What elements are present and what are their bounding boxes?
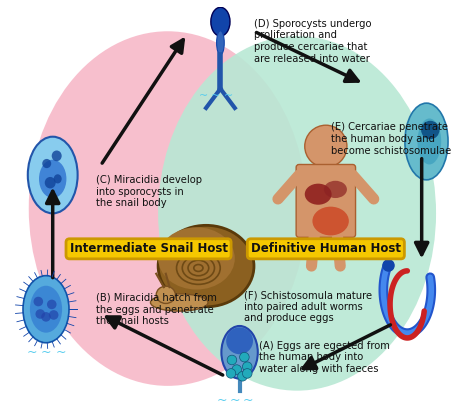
Text: (F) Schistosomula mature
into paired adult worms
and produce eggs: (F) Schistosomula mature into paired adu… [245, 290, 373, 323]
Circle shape [227, 355, 237, 365]
Circle shape [49, 310, 58, 320]
Ellipse shape [211, 7, 230, 36]
Circle shape [36, 309, 45, 319]
Circle shape [34, 297, 43, 306]
Circle shape [232, 365, 242, 374]
Ellipse shape [324, 181, 347, 198]
Text: Intermediate Snail Host: Intermediate Snail Host [70, 242, 228, 255]
Text: ~: ~ [217, 394, 228, 407]
Text: (B) Miracidia hatch from
the eggs and penetrate
the snail hosts: (B) Miracidia hatch from the eggs and pe… [96, 293, 217, 326]
Ellipse shape [158, 36, 436, 391]
Ellipse shape [39, 160, 66, 198]
Ellipse shape [45, 177, 56, 188]
Circle shape [239, 352, 249, 362]
Circle shape [47, 300, 56, 309]
Ellipse shape [23, 276, 69, 343]
Text: ~: ~ [41, 346, 51, 359]
Circle shape [237, 371, 247, 381]
Ellipse shape [156, 286, 175, 303]
Circle shape [421, 121, 439, 139]
Ellipse shape [226, 327, 253, 354]
Ellipse shape [54, 174, 62, 183]
Text: ~: ~ [243, 394, 254, 407]
Ellipse shape [29, 31, 307, 386]
Text: ~: ~ [229, 394, 240, 407]
Ellipse shape [28, 137, 78, 213]
Circle shape [305, 125, 347, 167]
Circle shape [226, 369, 236, 378]
Text: (A) Eggs are egested from
the human body into
water along with faeces: (A) Eggs are egested from the human body… [259, 341, 390, 374]
Ellipse shape [418, 119, 441, 164]
Ellipse shape [150, 294, 208, 311]
FancyBboxPatch shape [296, 164, 356, 237]
Ellipse shape [305, 184, 332, 205]
Ellipse shape [405, 103, 448, 180]
Text: Definitive Human Host: Definitive Human Host [251, 242, 401, 255]
Ellipse shape [158, 225, 254, 307]
Text: (E) Cercariae penetrate
the human body and
become schistosomulae: (E) Cercariae penetrate the human body a… [331, 122, 451, 156]
Text: (C) Miracidia develop
into sporocysts in
the snail body: (C) Miracidia develop into sporocysts in… [96, 175, 202, 208]
Text: (D) Sporocysts undergo
proliferation and
produce cercariae that
are released int: (D) Sporocysts undergo proliferation and… [254, 19, 372, 63]
Text: ~: ~ [199, 91, 208, 101]
Circle shape [243, 369, 252, 378]
Text: ~: ~ [27, 346, 37, 359]
Ellipse shape [158, 227, 235, 290]
Ellipse shape [30, 286, 62, 333]
Text: ~: ~ [223, 91, 233, 101]
Ellipse shape [52, 151, 62, 161]
Ellipse shape [42, 159, 51, 168]
Ellipse shape [312, 207, 349, 235]
Ellipse shape [217, 31, 224, 55]
Ellipse shape [221, 326, 258, 378]
Text: ~: ~ [55, 346, 65, 359]
Circle shape [41, 312, 51, 322]
Text: ~: ~ [211, 91, 220, 101]
Circle shape [243, 362, 252, 371]
